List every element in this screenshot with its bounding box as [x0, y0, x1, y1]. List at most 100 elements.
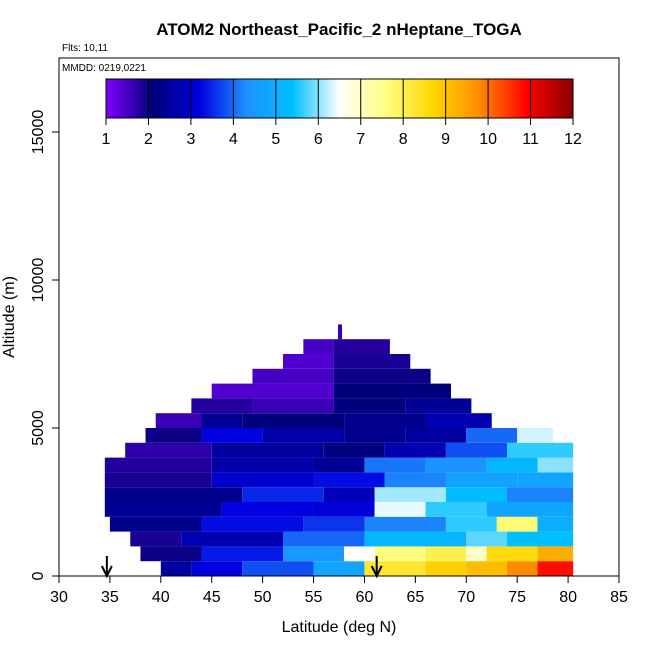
heatmap-cell [344, 546, 375, 562]
heatmap-cell [537, 546, 574, 562]
heatmap-cell [486, 457, 538, 473]
heatmap-cell [313, 457, 365, 473]
heatmap-cell [364, 561, 426, 576]
heatmap-cell [344, 413, 426, 428]
x-tick-label: 85 [610, 589, 628, 606]
x-tick-label: 80 [559, 589, 577, 606]
heatmap-cell [445, 487, 507, 502]
heatmap-cell [211, 472, 314, 488]
heatmap-cell [425, 546, 467, 562]
heatmap-cell [252, 398, 334, 414]
heatmap-cell [313, 561, 365, 576]
heatmap-cell [507, 487, 574, 502]
heatmap-cell [445, 472, 518, 488]
heatmap-cell [201, 546, 283, 562]
heatmap-cell [364, 516, 446, 532]
y-axis: 0 5000 10000 15000 [30, 110, 59, 580]
heatmap-cell [384, 472, 446, 488]
heatmap-cell [313, 502, 375, 517]
heatmap-cell [262, 428, 345, 443]
x-tick-label: 50 [254, 589, 272, 606]
heatmap-cell [221, 502, 314, 517]
heatmap-cell [333, 398, 406, 414]
heatmap-cell [537, 457, 574, 473]
heatmap-cell [104, 502, 222, 517]
y-tick-label: 15000 [30, 110, 47, 155]
heatmap-cell [201, 413, 243, 428]
heatmap-cell [333, 368, 431, 384]
colorbar-tick-label: 12 [564, 131, 582, 148]
heatmap-cell [333, 339, 390, 354]
heatmap-cell [466, 546, 487, 562]
heatmap-cell [374, 546, 426, 562]
colorbar-tick-label: 7 [356, 131, 365, 148]
heatmap-cell [211, 442, 324, 458]
colorbar-tick-label: 6 [314, 131, 323, 148]
heatmap-cell [104, 457, 212, 473]
heatmap-cell [109, 516, 202, 532]
heatmap-cell [145, 428, 202, 443]
heatmap-cell [374, 487, 446, 502]
x-tick-label: 35 [101, 589, 119, 606]
colorbar-tick-label: 5 [271, 131, 280, 148]
x-tick-label: 60 [356, 589, 374, 606]
heatmap-cell [242, 487, 324, 502]
heatmap-cell [104, 487, 243, 502]
heatmap-cell [425, 561, 467, 576]
heatmap-cell [303, 339, 334, 354]
heatmap-cell [425, 457, 487, 473]
heatmap-cell [364, 457, 426, 473]
colorbar-tick-label: 9 [441, 131, 450, 148]
heatmap-cell [130, 531, 182, 547]
heatmap-cell [104, 472, 212, 488]
y-axis-label: Altitude (m) [1, 276, 18, 358]
y-tick-label: 10000 [30, 258, 47, 303]
heatmap-cell [374, 502, 426, 517]
heatmap-cell [344, 428, 406, 443]
x-tick-label: 70 [457, 589, 475, 606]
heatmap-cell [445, 516, 497, 532]
heatmap-cell [313, 472, 385, 488]
y-tick-label: 0 [30, 571, 47, 580]
heatmap-cell [445, 442, 507, 458]
heatmap-cell [507, 561, 538, 576]
heatmap-cells [104, 324, 574, 576]
heatmap-cell [201, 516, 304, 532]
heatmap-cell [537, 516, 574, 532]
heatmap-cell [466, 428, 518, 443]
heatmap-cell [242, 561, 314, 576]
heatmap-cell [425, 502, 487, 517]
colorbar-tick-label: 1 [102, 131, 111, 148]
heatmap-cell [155, 413, 202, 428]
heatmap-cell [333, 354, 411, 369]
heatmap-cell [211, 457, 314, 473]
x-tick-label: 55 [305, 589, 323, 606]
heatmap-cell [507, 442, 574, 458]
heatmap-cell [517, 472, 574, 488]
heatmap-cell [303, 516, 365, 532]
heatmap-cell [425, 413, 492, 428]
heatmap-cell [242, 413, 345, 428]
heatmap-cell [466, 531, 507, 547]
heatmap-cell [181, 531, 283, 547]
heatmap-cell [283, 546, 345, 562]
heatmap-cell [283, 354, 334, 369]
heatmap-cell [283, 531, 365, 547]
x-axis-label: Latitude (deg N) [282, 619, 397, 636]
heatmap-cell [252, 368, 334, 384]
heatmap-cell [405, 428, 467, 443]
heatmap-cell [384, 442, 446, 458]
heatmap-cell [140, 546, 202, 562]
heatmap-cell [507, 531, 574, 547]
heatmap-cell [211, 383, 334, 399]
heatmap-cell [337, 324, 343, 340]
heatmap-cell [486, 502, 574, 517]
heatmap-cell [517, 428, 553, 443]
x-tick-label: 30 [50, 589, 68, 606]
dates-label: MMDD: 0219,0221 [62, 63, 146, 74]
colorbar-tick-label: 8 [399, 131, 408, 148]
heatmap-cell [160, 561, 192, 576]
colorbar-tick-label: 3 [186, 131, 195, 148]
heatmap-cell [201, 428, 263, 443]
